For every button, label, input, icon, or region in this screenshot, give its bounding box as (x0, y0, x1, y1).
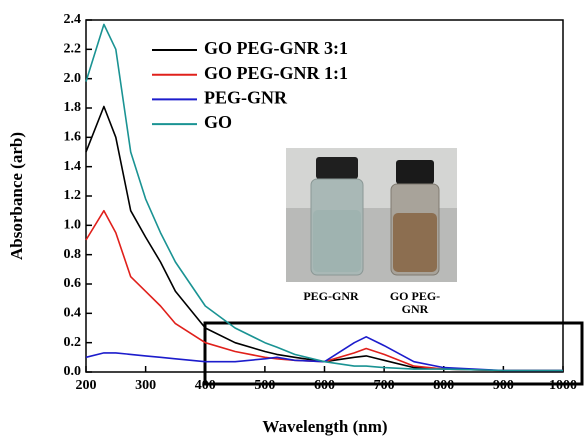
x-tick-label: 500 (254, 378, 275, 393)
legend-label: GO (204, 112, 232, 132)
x-tick-label: 800 (433, 378, 454, 393)
x-axis-label: Wavelength (nm) (262, 417, 387, 436)
chart: Wavelength (nm) Absorbance (arb) 0.0 0.2 0… (0, 0, 585, 441)
legend-label: GO PEG-GNR 3:1 (204, 38, 348, 58)
y-tick-label: 0.0 (64, 364, 82, 379)
x-tick-label: 600 (314, 378, 335, 393)
y-tick-label: 2.2 (64, 42, 82, 57)
x-tick-label: 1000 (549, 378, 577, 393)
inset-label: PEG-GNR (303, 289, 359, 303)
inset-label: GO PEG- (390, 289, 440, 303)
vial-cap (396, 160, 434, 184)
x-tick-label: 300 (135, 378, 156, 393)
vial-liquid (313, 210, 361, 272)
y-tick-label: 1.0 (64, 218, 82, 233)
y-tick-label: 0.4 (64, 306, 82, 321)
inset-label: GNR (402, 302, 429, 316)
highlight-box (205, 323, 582, 384)
y-tick-label: 0.8 (64, 247, 82, 262)
x-tick-label: 200 (76, 378, 97, 393)
x-tick-label: 900 (493, 378, 514, 393)
inset-photo (286, 148, 457, 282)
y-tick-label: 1.2 (64, 188, 82, 203)
y-tick-label: 0.2 (64, 335, 82, 350)
vial-cap (316, 157, 358, 179)
y-tick-label: 2.4 (64, 12, 82, 27)
y-tick-label: 1.4 (64, 159, 82, 174)
y-axis-label: Absorbance (arb) (7, 132, 26, 260)
y-tick-label: 0.6 (64, 276, 82, 291)
x-tick-label: 700 (374, 378, 395, 393)
legend-label: GO PEG-GNR 1:1 (204, 63, 348, 83)
x-tick-label: 400 (195, 378, 216, 393)
y-tick-label: 1.8 (64, 100, 82, 115)
y-tick-label: 2.0 (64, 71, 82, 86)
y-tick-label: 1.6 (64, 130, 82, 145)
vial-liquid (393, 213, 437, 272)
series-line (86, 337, 563, 371)
legend-label: PEG-GNR (204, 88, 288, 108)
